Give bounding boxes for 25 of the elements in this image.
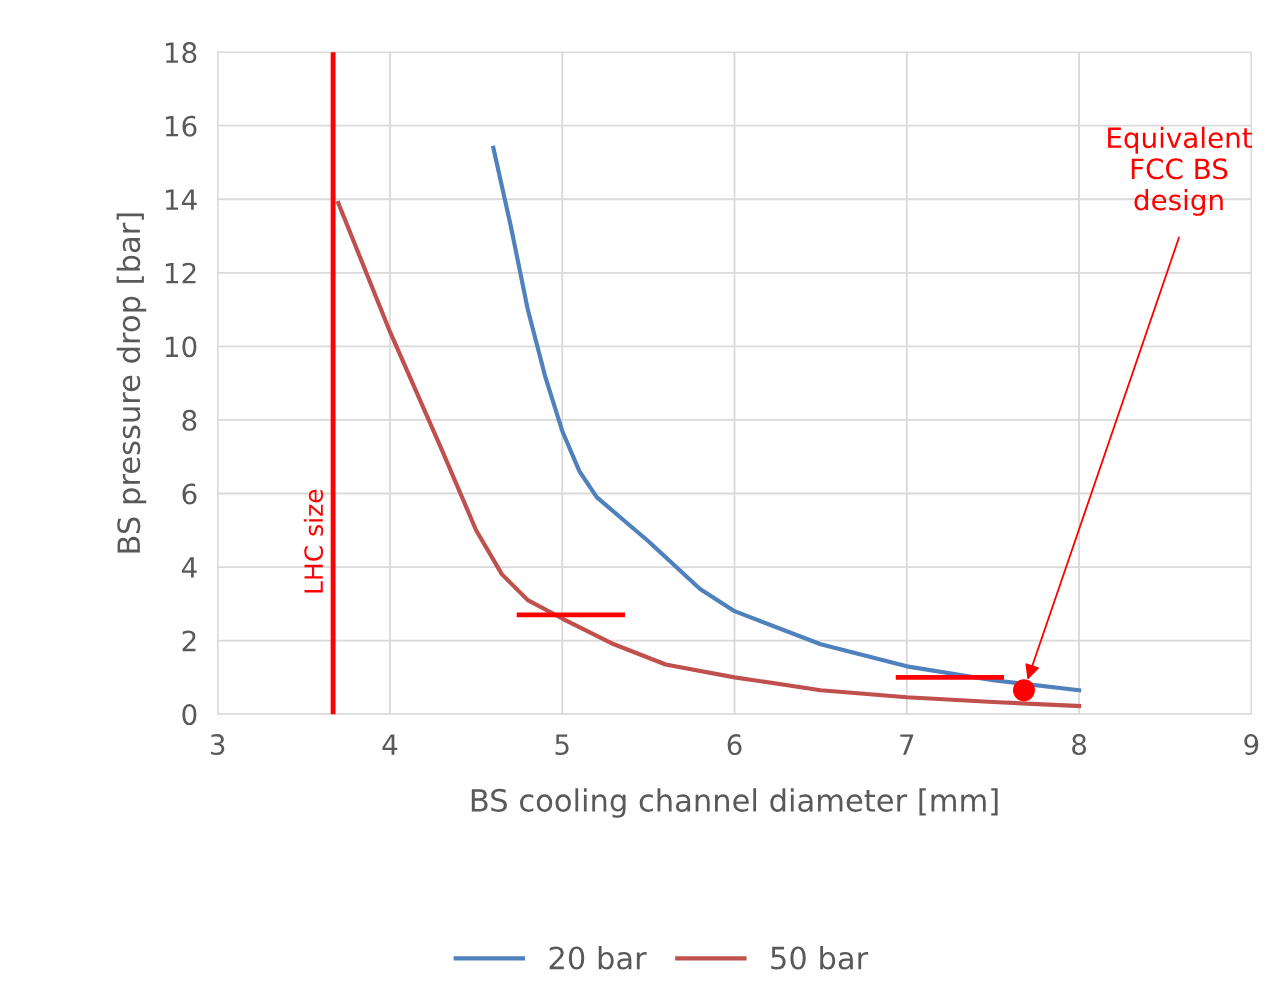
- x-tick-label: 6: [727, 734, 742, 756]
- annotation: Equivalent FCC BS design: [1108, 126, 1252, 216]
- x-tick-label: 9: [1244, 734, 1259, 756]
- legend-label: 50 bar: [771, 945, 869, 970]
- x-tick-label: 4: [382, 734, 398, 755]
- y-tick-label: 10: [165, 336, 197, 358]
- x-tick-label: 3: [210, 734, 225, 756]
- ref-line-label: LHC size: [303, 489, 324, 593]
- x-tick-label: 5: [555, 734, 569, 756]
- y-tick-label: 18: [165, 42, 197, 64]
- line-series: [336, 200, 1082, 709]
- y-tick-label: 14: [165, 189, 197, 210]
- legend-label: 20 bar: [549, 945, 647, 970]
- x-axis-title: BS cooling channel diameter [mm]: [471, 788, 998, 818]
- y-tick-label: 0: [182, 704, 197, 726]
- y-tick-label: 12: [165, 262, 196, 284]
- y-tick-label: 16: [165, 115, 197, 137]
- x-tick-label: 7: [900, 734, 914, 755]
- y-tick-label: 4: [181, 557, 197, 578]
- y-tick-label: 6: [182, 483, 197, 505]
- y-tick-label: 8: [182, 409, 197, 431]
- line-series: [491, 145, 1082, 693]
- y-axis-title: BS pressure drop [bar]: [116, 213, 147, 553]
- x-tick-label: 8: [1072, 734, 1087, 756]
- y-tick-label: 2: [182, 630, 196, 652]
